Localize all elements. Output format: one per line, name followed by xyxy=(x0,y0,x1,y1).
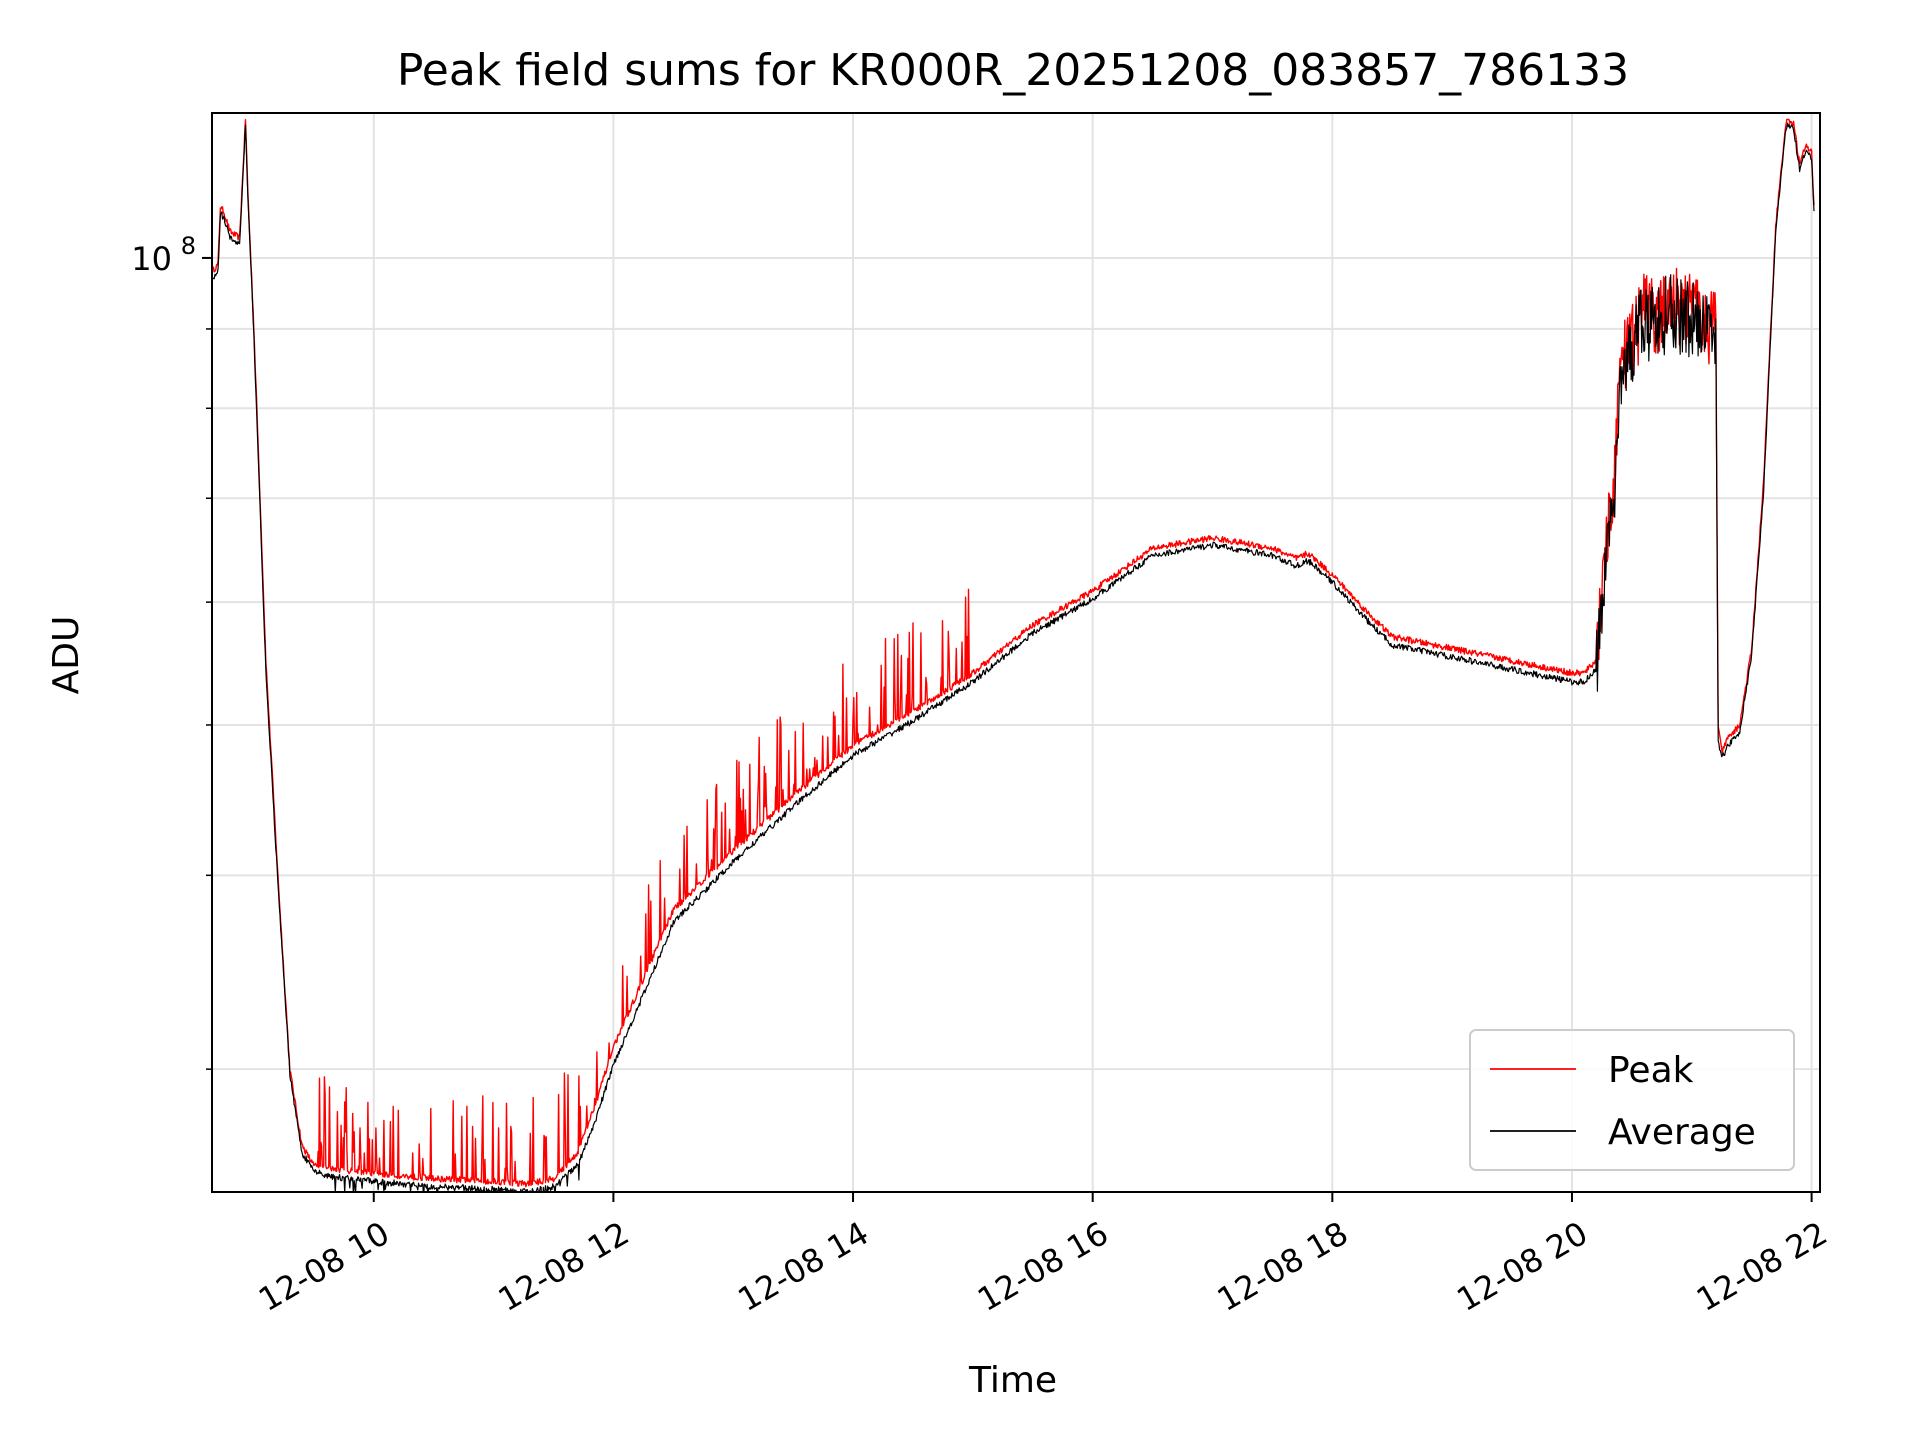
legend-box xyxy=(1469,1029,1795,1171)
y-axis-label: ADU xyxy=(46,616,87,695)
plot-data xyxy=(212,118,1815,1192)
y-tick-exponent: 8 xyxy=(181,232,196,260)
legend: Peak Average xyxy=(1469,1029,1795,1171)
grid-lines xyxy=(212,113,1820,1192)
x-axis-label: Time xyxy=(968,1360,1057,1401)
series-average-line xyxy=(212,122,1815,1192)
legend-peak-label: Peak xyxy=(1608,1050,1694,1091)
axes-frame xyxy=(211,112,1821,1193)
series-peak-line xyxy=(212,118,1815,1188)
y-tick-label: 10 xyxy=(131,240,172,278)
legend-average-label: Average xyxy=(1608,1112,1756,1153)
chart-title: Peak field sums for KR000R_20251208_0838… xyxy=(397,45,1629,96)
